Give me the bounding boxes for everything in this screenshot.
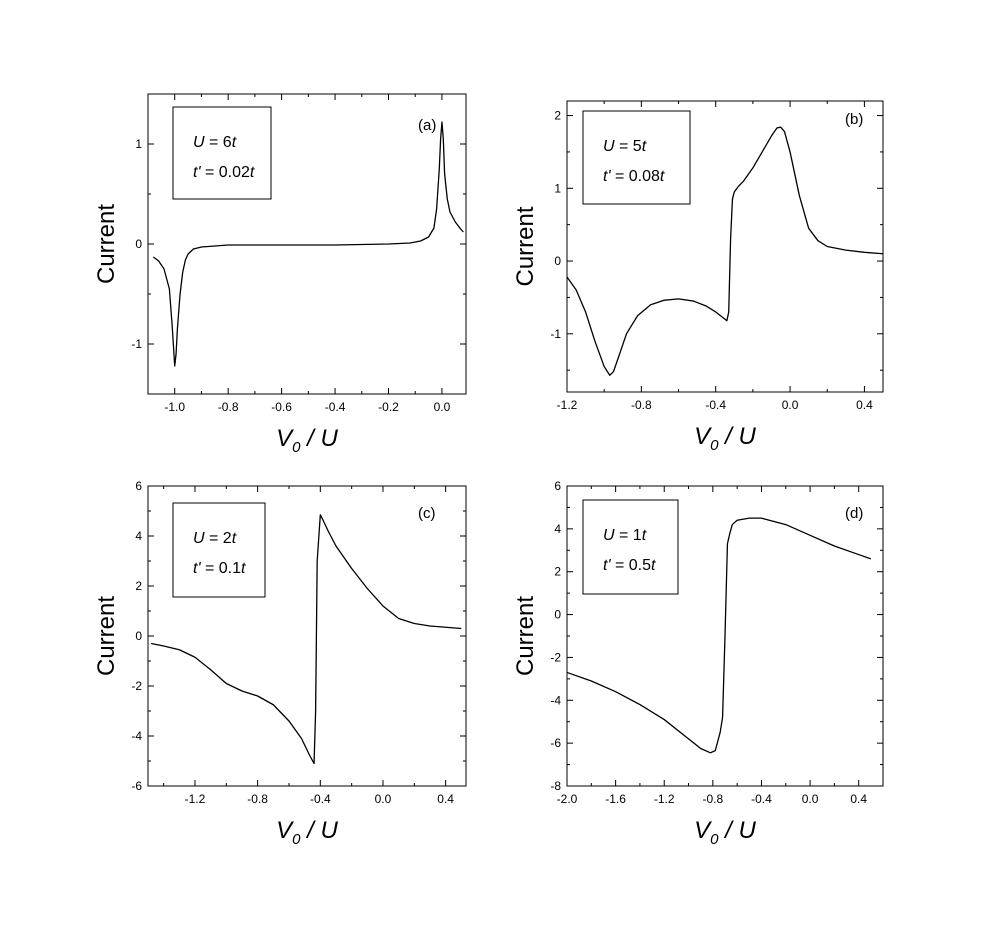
- y-tick-label: 0: [554, 608, 561, 622]
- y-axis-label: Current: [93, 596, 120, 676]
- parameter-box: [172, 106, 272, 200]
- parameter-tprime: t' = 0.02t: [193, 164, 255, 181]
- x-tick-label: -1.6: [605, 792, 626, 806]
- x-tick-label: 0.4: [850, 792, 867, 806]
- parameter-box: [172, 502, 266, 598]
- y-axis-label: Current: [512, 206, 539, 286]
- parameter-box: [582, 110, 691, 205]
- parameter-tprime: t' = 0.08t: [603, 168, 665, 185]
- x-axis-label: V0 / U: [694, 817, 756, 848]
- panel-label: (d): [845, 505, 863, 522]
- series-line-a: [152, 121, 464, 367]
- panel-label: (c): [418, 505, 436, 522]
- y-axis-label: Current: [93, 204, 120, 284]
- x-tick-label: -0.8: [247, 792, 268, 806]
- x-tick-label: -0.8: [703, 792, 724, 806]
- plot-frame: [566, 100, 884, 393]
- parameter-u: U = 2t: [193, 530, 237, 547]
- y-tick-label: -6: [131, 779, 142, 793]
- y-tick-label: 0: [135, 629, 142, 643]
- series-line-b: [566, 126, 884, 376]
- x-tick-label: 0.0: [375, 792, 392, 806]
- x-tick-label: -0.4: [751, 792, 772, 806]
- y-tick-label: 4: [554, 522, 561, 536]
- y-tick-label: -6: [550, 736, 561, 750]
- y-tick-label: 0: [554, 254, 561, 268]
- parameter-tprime: t' = 0.1t: [193, 560, 246, 577]
- y-tick-label: 1: [554, 181, 561, 195]
- x-tick-label: -0.4: [705, 398, 726, 412]
- y-tick-label: 2: [554, 565, 561, 579]
- x-tick-label: 0.0: [802, 792, 819, 806]
- y-tick-label: -2: [550, 650, 561, 664]
- y-tick-label: -1: [550, 327, 561, 341]
- series-line-d: [566, 517, 872, 754]
- x-tick-label: 0.0: [782, 398, 799, 412]
- x-axis-label: V0 / U: [276, 817, 338, 848]
- parameter-u: U = 6t: [193, 134, 237, 151]
- series-line-c: [151, 514, 462, 765]
- y-tick-label: 1: [135, 137, 142, 151]
- y-tick-label: -8: [550, 779, 561, 793]
- y-tick-label: -1: [131, 337, 142, 351]
- y-tick-label: 2: [135, 579, 142, 593]
- x-tick-label: -0.6: [271, 400, 292, 414]
- y-tick-label: -4: [131, 729, 142, 743]
- panel-a: -1.0 -0.8 -0.6 -0.4 -0.2 0.0 -1 0 1 Current V0 / U…: [93, 93, 467, 456]
- x-tick-label: -1.2: [654, 792, 675, 806]
- x-tick-label: 0.4: [437, 792, 454, 806]
- panel-d: -2.0 -1.6 -1.2 -0.8 -0.4 0.0 0.4 -8 -6 -4 -2 0 2 4 6 Cu…: [512, 479, 884, 848]
- y-tick-label: -4: [550, 693, 561, 707]
- panel-b: -1.2 -0.8 -0.4 0.0 0.4 -1 0 1 2 Current V0 / U (b) U…: [512, 100, 884, 454]
- x-tick-label: -1.0: [164, 400, 185, 414]
- x-tick-label: -2.0: [557, 792, 578, 806]
- panel-c: -1.2 -0.8 -0.4 0.0 0.4 -6 -4 -2 0 2 4 6 Current V0 / …: [93, 479, 467, 848]
- x-tick-label: -0.8: [631, 398, 652, 412]
- panel-label: (a): [418, 117, 436, 134]
- x-axis-label: V0 / U: [694, 423, 756, 454]
- parameter-tprime: t' = 0.5t: [603, 557, 656, 574]
- x-tick-label: -0.4: [325, 400, 346, 414]
- x-tick-label: -1.2: [557, 398, 578, 412]
- y-tick-label: -2: [131, 679, 142, 693]
- y-tick-label: 6: [554, 479, 561, 493]
- y-tick-label: 6: [135, 479, 142, 493]
- x-tick-label: -1.2: [185, 792, 206, 806]
- x-tick-label: -0.8: [218, 400, 239, 414]
- parameter-u: U = 1t: [603, 527, 647, 544]
- x-tick-label: 0.0: [434, 400, 451, 414]
- x-axis-label: V0 / U: [276, 425, 338, 456]
- y-axis-label: Current: [512, 596, 539, 676]
- y-tick-label: 4: [135, 529, 142, 543]
- y-tick-label: 0: [135, 237, 142, 251]
- x-tick-label: -0.4: [310, 792, 331, 806]
- y-tick-label: 2: [554, 109, 561, 123]
- parameter-box: [582, 499, 679, 595]
- panel-label: (b): [845, 111, 863, 128]
- parameter-u: U = 5t: [603, 138, 647, 155]
- x-tick-label: 0.4: [856, 398, 873, 412]
- x-tick-label: -0.2: [378, 400, 399, 414]
